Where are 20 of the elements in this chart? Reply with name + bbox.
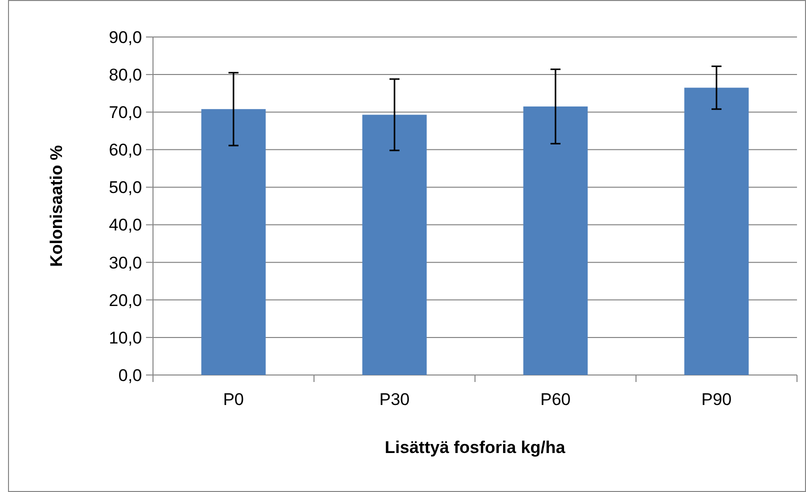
x-tick-label: P60 bbox=[540, 390, 571, 409]
x-tick-label: P0 bbox=[223, 390, 244, 409]
y-tick-label: 70,0 bbox=[108, 103, 142, 122]
y-tick-label: 0,0 bbox=[118, 366, 142, 385]
bar bbox=[684, 88, 749, 375]
y-tick-label: 80,0 bbox=[108, 66, 142, 85]
bar bbox=[201, 109, 266, 375]
bar bbox=[362, 114, 427, 375]
x-tick-label: P90 bbox=[701, 390, 732, 409]
y-tick-label: 60,0 bbox=[108, 140, 142, 160]
x-axis-title: Lisättyä fosforia kg/ha bbox=[384, 438, 566, 457]
y-tick-label: 50,0 bbox=[108, 178, 142, 198]
x-tick-label: P30 bbox=[379, 390, 410, 409]
y-tick-label: 10,0 bbox=[108, 328, 142, 348]
y-tick-label: 40,0 bbox=[108, 216, 142, 235]
y-tick-label: 20,0 bbox=[108, 290, 142, 310]
bar bbox=[523, 106, 588, 375]
y-tick-label: 30,0 bbox=[108, 253, 142, 272]
y-tick-label: 90,0 bbox=[108, 28, 142, 47]
y-axis-title: Kolonisaatio % bbox=[47, 145, 66, 267]
